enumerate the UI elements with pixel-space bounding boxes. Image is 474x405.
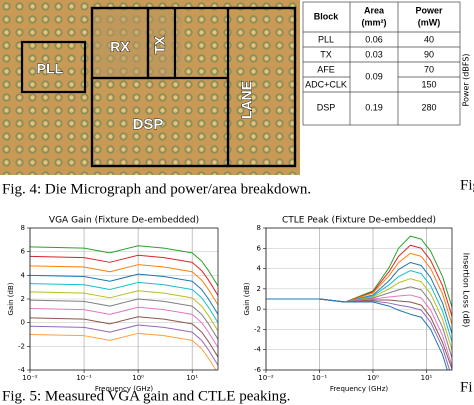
charts: VGA Gain (Fixture De-embedded) Frequency … <box>7 216 453 393</box>
table-cell: 0.09 <box>365 71 383 81</box>
table-cell: 40 <box>424 34 434 44</box>
cut-off-text: Insertion Loss (dB) <box>462 253 471 328</box>
table-cell: 0.03 <box>365 49 383 59</box>
series-line <box>30 273 218 315</box>
y-tick-label: -4 <box>18 366 26 374</box>
dsp-box <box>90 76 230 168</box>
die-micrograph: PLL RX TX LANE DSP <box>0 0 300 175</box>
series-line <box>30 281 218 323</box>
figure-caption: Fig. 4: Die Micrograph and power/area br… <box>2 181 311 197</box>
series-line <box>266 270 452 342</box>
x-tick-label: 10⁻² <box>22 374 38 382</box>
y-tick-label: 4 <box>257 265 262 273</box>
y-tick-label: 2 <box>21 295 25 303</box>
die-label: DSP <box>133 116 164 133</box>
x-axis-label: Frequency (GHz) <box>95 385 153 393</box>
table-header: Area <box>364 5 385 15</box>
chart: CTLE Peak (Fixture De-embedded) Frequency… <box>243 216 453 393</box>
x-tick-label: 10¹ <box>186 374 198 382</box>
table-cell: 150 <box>421 79 436 89</box>
y-tick-label: 6 <box>21 248 26 256</box>
y-tick-label: 8 <box>257 224 261 232</box>
series-line <box>30 324 218 366</box>
table-cell: ADC+CLK <box>305 79 347 89</box>
series-line <box>30 290 218 332</box>
table-header: (mW) <box>418 17 441 27</box>
table-border <box>302 1 461 126</box>
series-line <box>266 294 452 367</box>
table-cell: TX <box>320 49 332 59</box>
chart: VGA Gain (Fixture De-embedded) Frequency … <box>7 216 219 393</box>
plot-frame <box>29 227 219 371</box>
table-cell: 90 <box>424 49 434 59</box>
y-tick-label: 6 <box>257 244 262 252</box>
y-tick-label: -4 <box>254 346 262 354</box>
y-tick-label: -2 <box>18 342 25 350</box>
table-cell: 0.06 <box>365 34 383 44</box>
y-tick-label: -2 <box>254 325 261 333</box>
die-region <box>92 10 182 78</box>
table-header: (mm²) <box>362 17 387 27</box>
series-line <box>30 332 217 370</box>
series-line <box>30 306 218 348</box>
die-label: PLL <box>37 61 64 77</box>
y-tick-label: -6 <box>254 366 262 374</box>
y-axis-label: Gain (dB) <box>7 282 15 315</box>
y-tick-label: 2 <box>257 285 261 293</box>
x-tick-label: 10⁰ <box>132 374 144 382</box>
series-line <box>266 298 451 370</box>
series-line <box>266 244 452 317</box>
series-line <box>30 298 218 340</box>
y-tick-label: 0 <box>257 305 261 313</box>
x-axis-label: Frequency (GHz) <box>330 385 388 393</box>
table-cell: PLL <box>318 34 334 44</box>
y-axis-label: Gain (dB) <box>243 282 251 315</box>
series-line <box>266 261 452 334</box>
figure-caption: Fig. 5: Measured VGA gain and CTLE peaki… <box>2 388 290 404</box>
breakdown-table <box>302 1 461 126</box>
series-line <box>30 316 218 358</box>
y-tick-label: 4 <box>21 271 26 279</box>
x-tick-label: 10⁻¹ <box>312 374 328 382</box>
table-cell: 70 <box>424 64 434 74</box>
x-tick-label: 10⁰ <box>367 374 379 382</box>
plot-frame <box>265 227 453 371</box>
series-line <box>30 254 218 296</box>
series-line <box>266 298 452 370</box>
table-cell: DSP <box>317 102 336 112</box>
chart-title: CTLE Peak (Fixture De-embedded) <box>282 216 436 226</box>
die-label: TX <box>152 35 168 54</box>
series-line <box>266 298 448 370</box>
table-header: Block <box>314 11 340 21</box>
die-label: RX <box>110 39 130 55</box>
table-cell: 280 <box>421 102 436 112</box>
cut-off-text: Power (dBFS) <box>462 53 471 106</box>
table-header: Power <box>415 5 443 15</box>
cut-off-text: Fig <box>460 177 474 193</box>
y-tick-label: 8 <box>21 224 25 232</box>
die-label: LANE <box>239 81 255 119</box>
y-tick-label: 0 <box>21 319 25 327</box>
table-text: Block Area (mm²) Power (mW) PLL 0.06 40 … <box>305 5 443 112</box>
x-tick-label: 10⁻² <box>258 374 274 382</box>
cut-off-text: Fi <box>460 379 473 395</box>
table-cell: AFE <box>317 64 335 74</box>
table-cell: 0.19 <box>365 102 383 112</box>
series-line <box>30 264 218 306</box>
pll-box <box>20 40 87 94</box>
x-tick-label: 10¹ <box>421 374 433 382</box>
series-line <box>30 245 218 287</box>
x-tick-label: 10⁻¹ <box>76 374 92 382</box>
chart-title: VGA Gain (Fixture De-embedded) <box>49 216 199 226</box>
